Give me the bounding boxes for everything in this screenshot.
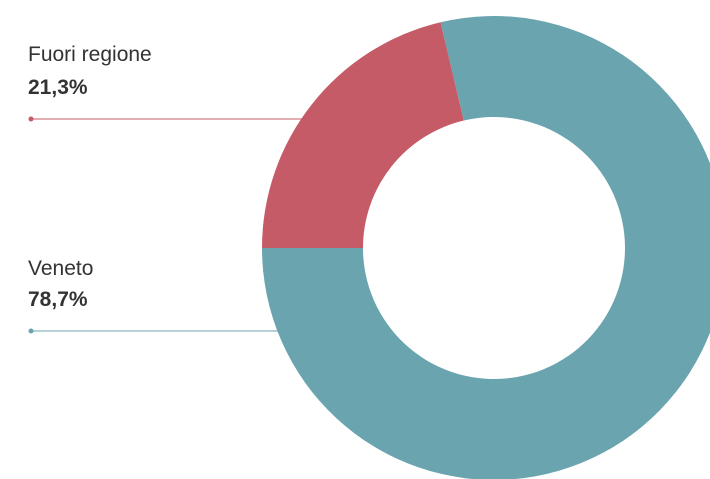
leader-dot-fuori-regione xyxy=(28,116,34,122)
donut-slices xyxy=(262,16,710,479)
slice-label-fuori-regione: Fuori regione xyxy=(28,43,152,66)
leader-dot-veneto xyxy=(28,328,34,334)
slice-value-fuori-regione: 21,3% xyxy=(28,76,88,99)
slice-label-veneto: Veneto xyxy=(28,257,93,280)
slice-value-veneto: 78,7% xyxy=(28,288,88,311)
label-group-fuori-regione: Fuori regione 21,3% xyxy=(28,43,305,122)
donut-slice-fuori-regione xyxy=(262,22,464,248)
label-group-veneto: Veneto 78,7% xyxy=(28,257,278,334)
donut-slice-veneto xyxy=(262,16,710,479)
